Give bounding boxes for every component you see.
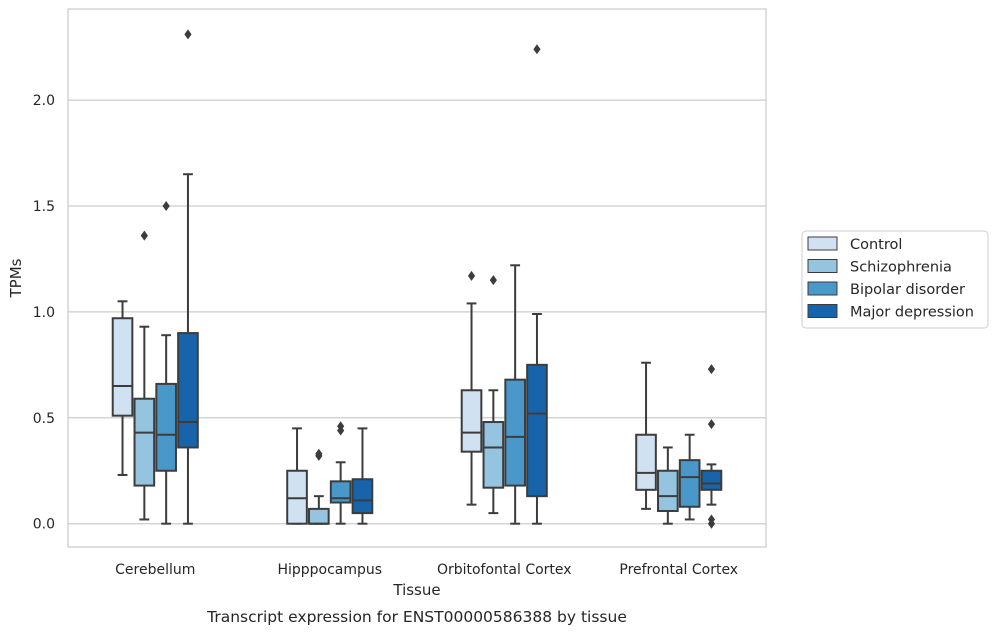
box xyxy=(700,469,723,491)
legend-frame xyxy=(801,230,989,329)
x-tick-labels: Cerebellum Hipppocampus Orbitofontal Corte… xyxy=(115,562,738,578)
legend-label: Bipolar disorder xyxy=(850,282,965,298)
legend: Control Schizophrenia Bipolar disorder Majo… xyxy=(801,230,989,329)
legend-swatch xyxy=(807,304,838,318)
box-groups xyxy=(111,29,723,529)
legend-label: Major depression xyxy=(850,305,974,321)
box xyxy=(111,317,134,417)
legend-label: Schizophrenia xyxy=(850,260,952,276)
box xyxy=(678,459,701,508)
outlier-point xyxy=(707,364,716,375)
box-group xyxy=(635,361,723,529)
box xyxy=(155,382,177,472)
box xyxy=(526,363,548,498)
box xyxy=(308,507,330,525)
x-tick-label: Prefrontal Cortex xyxy=(619,562,738,578)
outlier-point xyxy=(315,448,323,459)
box-group xyxy=(460,44,548,525)
legend-swatch xyxy=(807,236,838,251)
legend-swatch xyxy=(807,281,838,296)
x-tick-label: Hipppocampus xyxy=(277,562,382,578)
y-tick-label: 1.5 xyxy=(33,199,55,215)
outlier-point xyxy=(467,270,476,281)
box xyxy=(351,478,374,515)
legend-label: Control xyxy=(850,237,902,253)
box xyxy=(504,378,526,487)
plot-frame xyxy=(67,8,767,548)
y-tick-label: 0.0 xyxy=(33,517,55,533)
outlier-point xyxy=(162,200,170,211)
y-tick-label: 1.0 xyxy=(33,305,55,321)
y-axis-label: TPMs xyxy=(7,258,25,298)
box xyxy=(286,469,308,525)
box xyxy=(460,389,483,453)
y-tick-label: 2.0 xyxy=(33,93,55,109)
box xyxy=(657,469,679,512)
y-tick-labels: 0.0 0.5 1.0 1.5 2.0 xyxy=(33,93,55,533)
x-axis-label: Tissue xyxy=(392,581,440,599)
box xyxy=(635,433,657,491)
chart-caption: Transcript expression for ENST0000058638… xyxy=(206,608,627,626)
box xyxy=(329,480,352,504)
box xyxy=(133,397,156,487)
outlier-point xyxy=(140,230,148,241)
legend-swatch xyxy=(807,259,838,273)
box-group xyxy=(111,29,199,525)
box-group xyxy=(286,421,374,525)
outlier-point xyxy=(707,518,716,529)
outlier-point xyxy=(489,275,497,286)
box xyxy=(177,332,199,449)
x-tick-label: Cerebellum xyxy=(115,562,195,578)
x-tick-label: Orbitofontal Cortex xyxy=(437,562,572,578)
outlier-point xyxy=(533,44,541,55)
outlier-point xyxy=(184,29,192,40)
y-tick-label: 0.5 xyxy=(33,411,55,427)
outlier-point xyxy=(707,419,716,430)
box xyxy=(482,421,505,489)
outlier-point xyxy=(337,421,345,432)
